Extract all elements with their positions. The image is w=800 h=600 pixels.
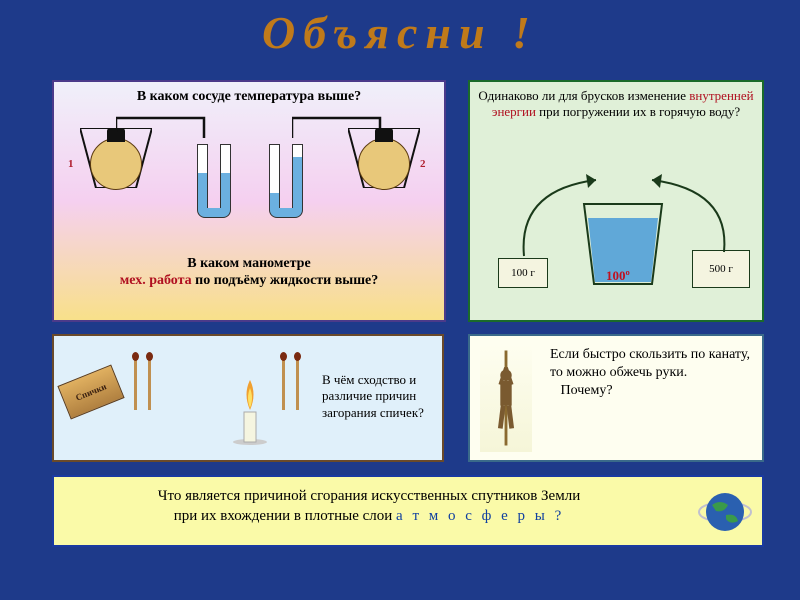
- match-4-icon: [296, 358, 299, 410]
- panel-satellite: Что является причиной сгорания искусстве…: [52, 475, 764, 547]
- panel-blocks: Одинаково ли для брусков изменение внутр…: [468, 80, 764, 322]
- q-vessel-temp: В каком сосуде температура выше?: [60, 88, 438, 106]
- manometer-1: [190, 142, 238, 218]
- candle-icon: [229, 372, 271, 446]
- beaker-temp-label: 100º: [606, 268, 630, 284]
- q-rope: Если быстро скользить по канату, то можн…: [550, 346, 752, 401]
- globe-icon: [698, 485, 752, 539]
- matchbox-icon: Спички: [57, 364, 124, 419]
- flask-1: [90, 138, 142, 190]
- label-1: 1: [68, 158, 74, 170]
- panel-vessels: В каком сосуде температура выше? 1: [52, 80, 446, 322]
- match-3-icon: [282, 358, 285, 410]
- arrow-right-icon: [642, 160, 732, 260]
- page-title: Объясни !: [0, 0, 800, 61]
- q-matches: В чём сходство и различие причин загоран…: [322, 372, 432, 421]
- block-100g: 100 г: [498, 258, 548, 288]
- match-1-icon: [134, 358, 137, 410]
- q-manometer: В каком манометре мех. работа по подъёму…: [60, 255, 438, 290]
- label-2: 2: [420, 158, 426, 170]
- q-satellite: Что является причиной сгорания искусстве…: [66, 487, 672, 526]
- manometer-2: [262, 142, 310, 218]
- stopper-2: [375, 128, 393, 142]
- flask-2: [358, 138, 410, 190]
- match-2-icon: [148, 358, 151, 410]
- panel-matches: Спички В чём сходство и различие причин …: [52, 334, 444, 462]
- arrow-left-icon: [516, 160, 606, 260]
- rope-climber-icon: [480, 344, 532, 452]
- panel-rope: Если быстро скользить по канату, то можн…: [468, 334, 764, 462]
- q-blocks-energy: Одинаково ли для брусков изменение внутр…: [476, 88, 756, 121]
- tube-1: [116, 114, 208, 138]
